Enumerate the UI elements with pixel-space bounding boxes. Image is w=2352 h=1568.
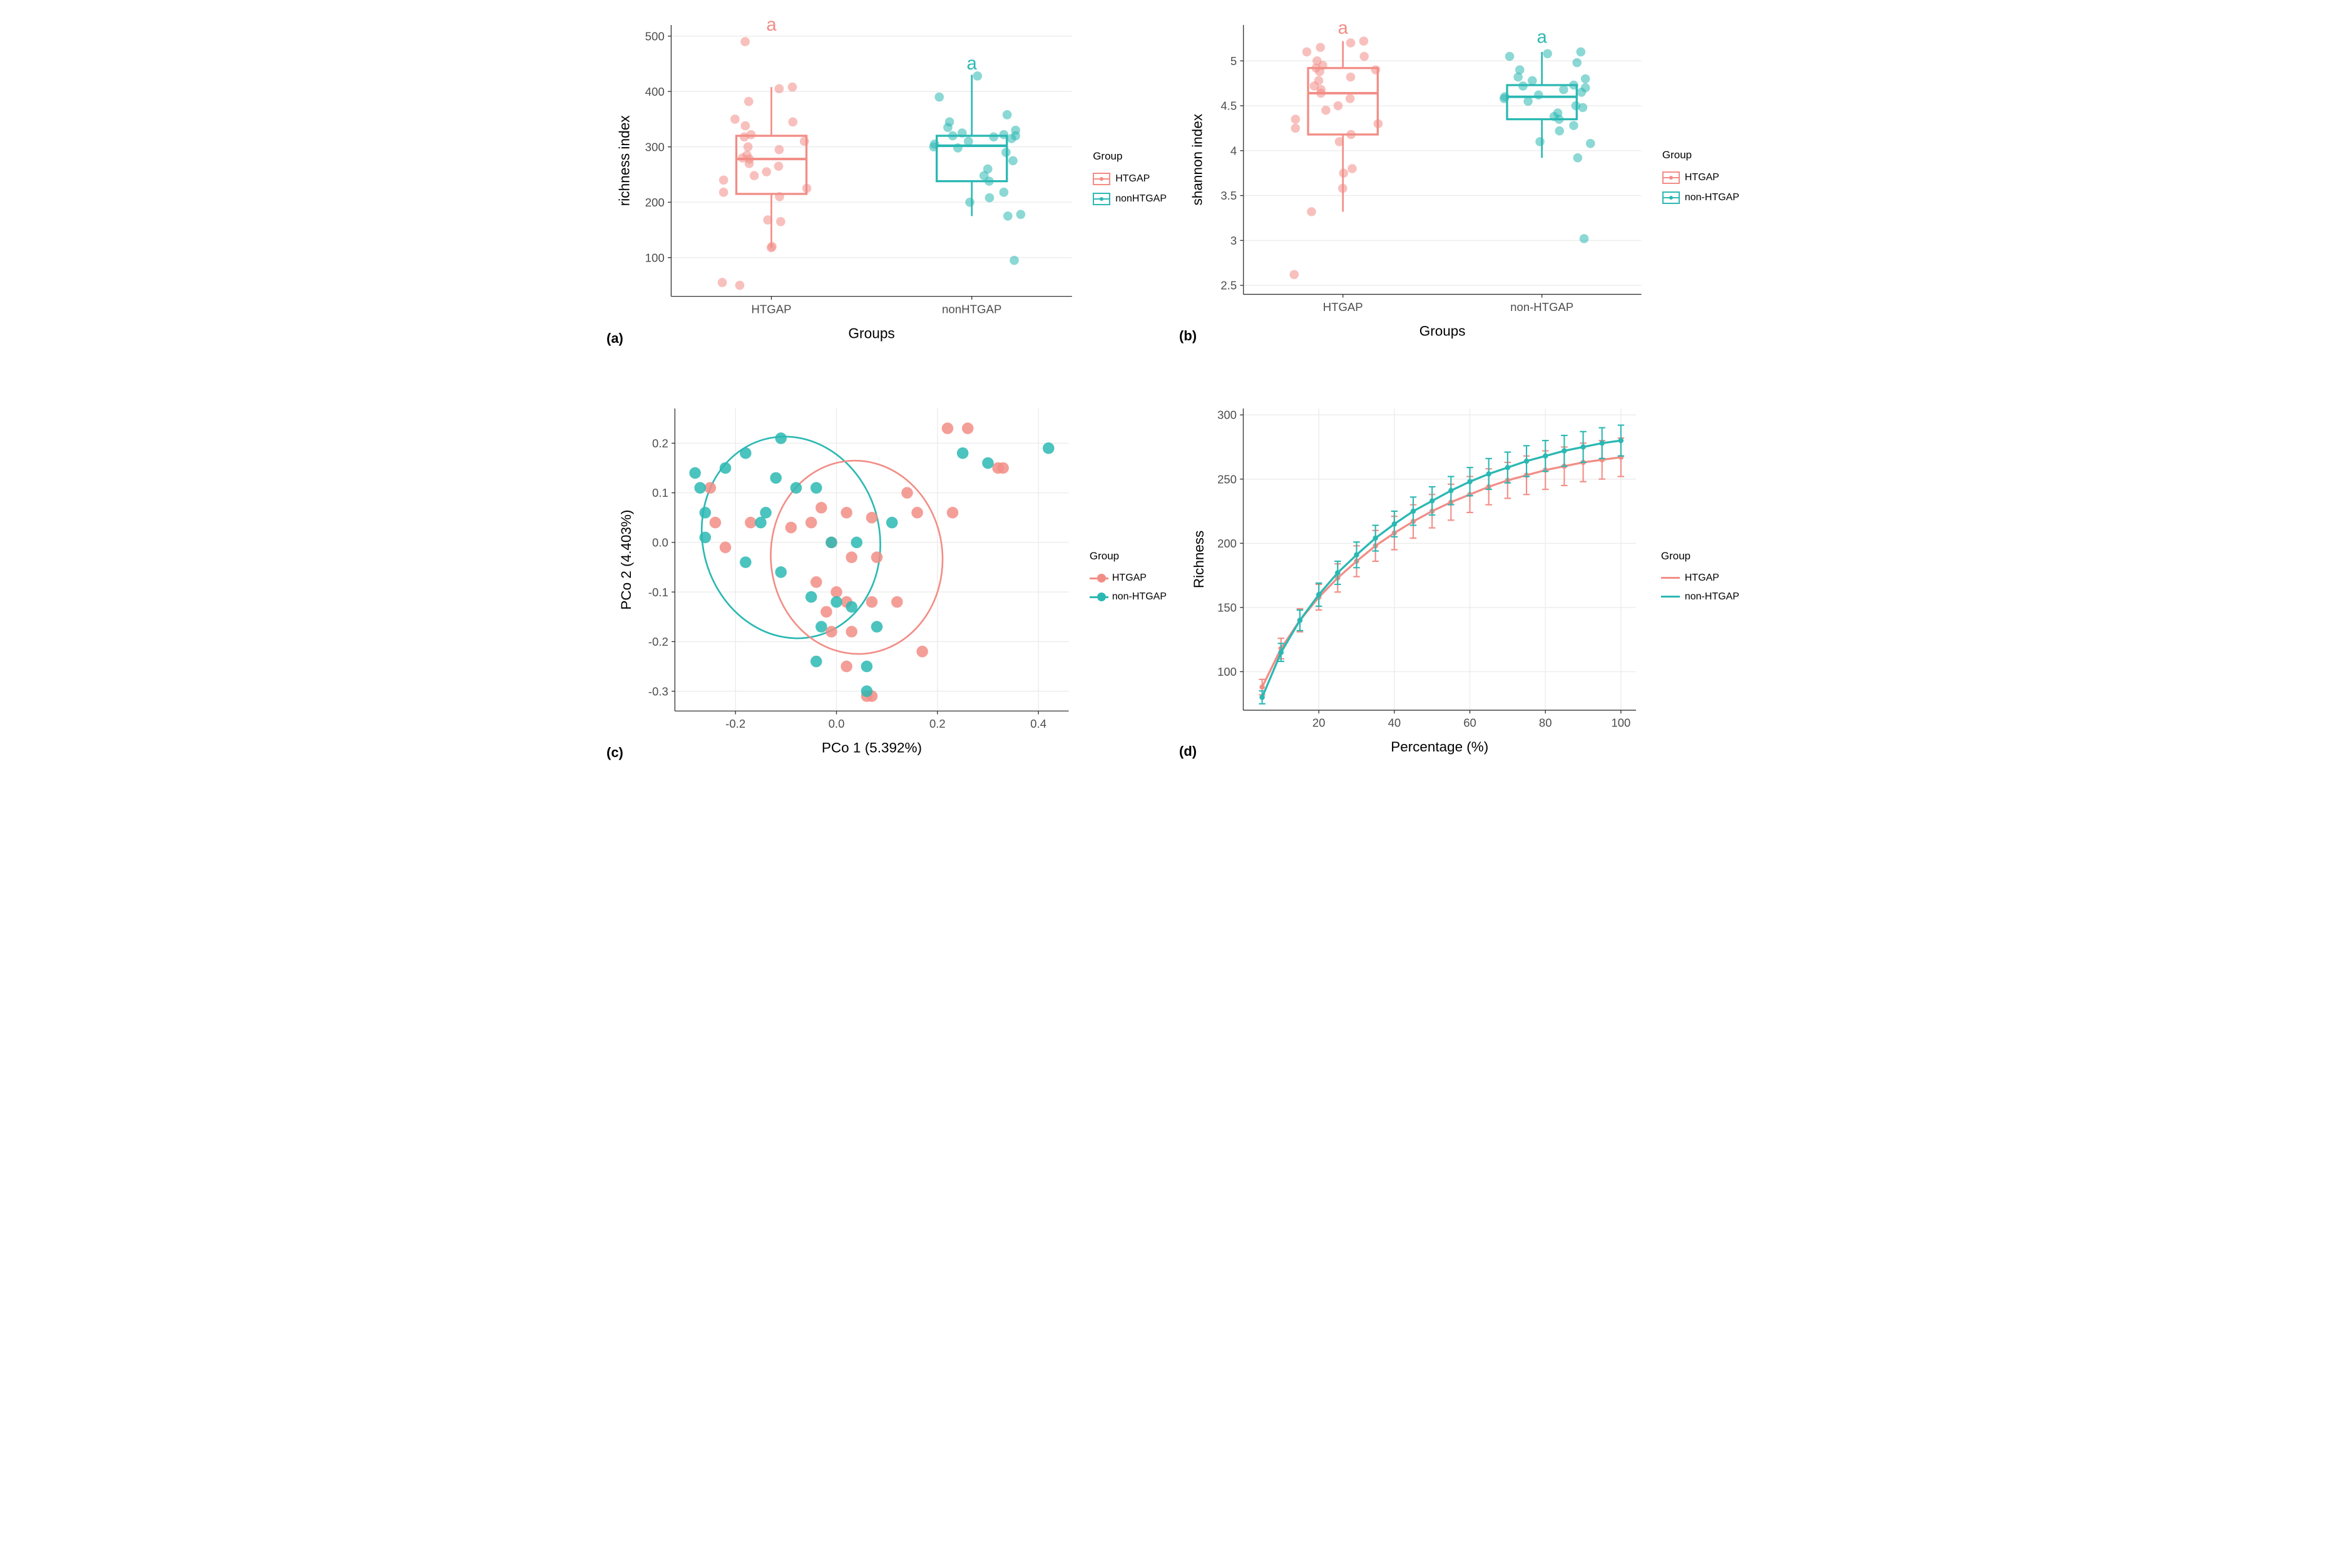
legend-label: non-HTGAP [1685,591,1739,603]
svg-text:3: 3 [1230,234,1237,247]
legend-item-nonhtgap: non-HTGAP [1661,591,1739,603]
svg-text:100: 100 [645,251,665,264]
svg-text:HTGAP: HTGAP [751,302,791,315]
svg-text:200: 200 [645,196,665,209]
legend-b: Group HTGAP non-HTGAP [1662,13,1739,344]
svg-text:60: 60 [1463,716,1476,729]
panel-b: 2.5 3 3.5 4 4.5 5 HTGAP non-HTGAP Groups shannon … [1185,13,1739,377]
svg-text:PCo 2 (4.403%): PCo 2 (4.403%) [618,509,634,609]
legend-title: Group [1662,149,1739,161]
rarefaction-curve: 100 150 200 250 300 20 40 60 80 100 Percentage (%)… [1185,396,1649,760]
legend-title: Group [1661,550,1739,563]
svg-text:-0.1: -0.1 [648,586,668,599]
svg-text:200: 200 [1217,537,1237,550]
svg-text:a: a [967,53,978,74]
svg-text:0.2: 0.2 [929,717,946,730]
legend-item-nonhtgap: non-HTGAP [1090,591,1167,603]
legend-item-htgap: HTGAP [1093,173,1167,185]
panel-c: -0.3 -0.2 -0.1 0.0 0.1 0.2 -0.2 0.0 0.2 0.4 PCo 1 … [613,396,1167,761]
svg-text:shannon index: shannon index [1189,113,1205,205]
svg-text:Groups: Groups [848,325,894,341]
panel-label-a: (a) [606,330,623,347]
legend-item-nonhtgap: non-HTGAP [1662,191,1739,204]
svg-text:100: 100 [1217,665,1237,678]
legend-label: non-HTGAP [1112,591,1167,603]
svg-text:20: 20 [1312,716,1326,729]
svg-text:non-HTGAP: non-HTGAP [1510,300,1573,313]
legend-a: Group HTGAP nonHTGAP [1093,13,1167,347]
svg-text:HTGAP: HTGAP [1323,300,1363,313]
svg-text:150: 150 [1217,601,1237,614]
panel-label-b: (b) [1179,328,1197,344]
svg-text:Richness: Richness [1191,531,1207,588]
legend-d: Group HTGAP non-HTGAP [1661,396,1739,760]
svg-text:-0.3: -0.3 [648,685,668,698]
svg-text:0.4: 0.4 [1030,717,1046,730]
legend-item-htgap: HTGAP [1090,573,1167,584]
svg-text:0.0: 0.0 [652,536,668,549]
svg-text:nonHTGAP: nonHTGAP [942,302,1001,315]
legend-label: nonHTGAP [1115,193,1167,205]
svg-text:5: 5 [1230,54,1237,68]
svg-text:a: a [766,14,777,35]
svg-text:80: 80 [1539,716,1552,729]
svg-text:PCo 1 (5.392%): PCo 1 (5.392%) [822,740,922,755]
legend-label: HTGAP [1685,573,1719,584]
legend-title: Group [1090,550,1167,563]
svg-text:-0.2: -0.2 [725,717,745,730]
panel-a: 100 200 300 400 500 HTGAP nonHTGAP Groups richne… [613,13,1167,377]
svg-text:500: 500 [645,29,665,43]
svg-text:300: 300 [1217,409,1237,422]
legend-item-htgap: HTGAP [1661,573,1739,584]
legend-label: HTGAP [1115,173,1150,185]
figure-grid: 100 200 300 400 500 HTGAP nonHTGAP Groups richne… [613,13,1739,761]
svg-text:Groups: Groups [1419,323,1466,339]
svg-text:4: 4 [1230,144,1237,157]
svg-text:-0.2: -0.2 [648,635,668,648]
legend-c: Group HTGAP non-HTGAP [1090,396,1167,761]
svg-text:Percentage (%): Percentage (%) [1391,739,1488,755]
legend-item-htgap: HTGAP [1662,171,1739,184]
svg-text:4.5: 4.5 [1220,99,1237,113]
svg-text:0.2: 0.2 [652,437,668,450]
svg-text:300: 300 [645,140,665,153]
svg-text:3.5: 3.5 [1220,189,1237,202]
legend-title: Group [1093,150,1167,163]
legend-label: HTGAP [1685,172,1719,183]
svg-text:100: 100 [1611,716,1630,729]
richness-boxplot: 100 200 300 400 500 HTGAP nonHTGAP Groups richne… [613,13,1080,347]
svg-text:a: a [1537,28,1548,48]
legend-item-nonhtgap: nonHTGAP [1093,193,1167,205]
panel-label-c: (c) [606,745,623,761]
legend-label: HTGAP [1112,573,1147,584]
svg-text:400: 400 [645,85,665,98]
legend-label: non-HTGAP [1685,192,1739,203]
svg-text:40: 40 [1388,716,1401,729]
svg-text:2.5: 2.5 [1220,279,1237,292]
shannon-boxplot: 2.5 3 3.5 4 4.5 5 HTGAP non-HTGAP Groups shannon … [1185,13,1650,344]
panel-d: 100 150 200 250 300 20 40 60 80 100 Percentage (%)… [1185,396,1739,761]
pcoa-scatter: -0.3 -0.2 -0.1 0.0 0.1 0.2 -0.2 0.0 0.2 0.4 PCo 1 … [613,396,1077,761]
panel-label-d: (d) [1179,743,1197,760]
svg-text:richness index: richness index [616,115,633,206]
svg-text:a: a [1338,18,1349,38]
svg-text:250: 250 [1217,472,1237,486]
svg-text:0.1: 0.1 [652,486,668,499]
svg-text:0.0: 0.0 [829,717,845,730]
